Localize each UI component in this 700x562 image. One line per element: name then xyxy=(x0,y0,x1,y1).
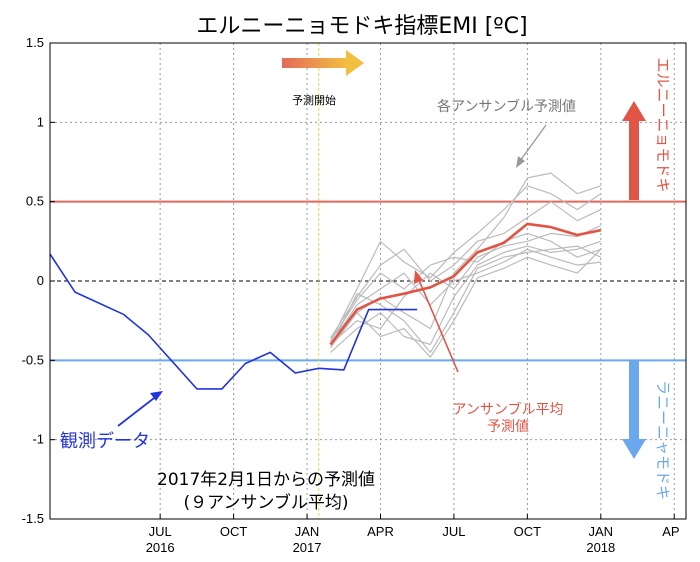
x-tick-label: JUL xyxy=(149,524,172,539)
ensemble-member-line xyxy=(330,240,601,353)
forecast-note-line1: 2017年2月1日からの予測値 xyxy=(157,470,375,490)
x-tick-year: 2017 xyxy=(293,540,322,555)
x-tick-year: 2018 xyxy=(586,540,615,555)
forecast-start-label: 予測開始 xyxy=(292,93,336,107)
ensemble-mean-line xyxy=(329,222,602,346)
ensemble-member-line xyxy=(329,201,602,339)
x-tick-label: JAN xyxy=(589,524,614,539)
y-tick-label: 0 xyxy=(37,273,44,288)
ensemble-mean-label-line1: アンサンブル平均 xyxy=(452,401,563,418)
la-nina-indicator: ラニーニャモドキ xyxy=(622,360,672,500)
y-tick-label: -1 xyxy=(32,432,44,447)
y-tick-label: 1.5 xyxy=(26,35,44,50)
y-tick-label: 1 xyxy=(37,114,44,129)
x-tick-label: JAN xyxy=(295,524,320,539)
ensemble-label-pointer xyxy=(516,124,547,168)
ensemble-mean-label-line2: 予測値 xyxy=(487,419,529,435)
x-tick-label: OCT xyxy=(514,524,542,539)
x-tick-label: JUL xyxy=(442,524,465,539)
ensemble-member-line xyxy=(330,224,602,345)
ensemble-mean-pointer xyxy=(414,270,459,373)
observed-pointer xyxy=(117,391,163,427)
x-tick-label: APR xyxy=(367,524,394,539)
la-nina-label: ラニーニャモドキ xyxy=(654,380,672,500)
x-tick-label: AP xyxy=(662,524,679,539)
ensemble-members-label: 各アンサンブル予測値 xyxy=(437,98,576,115)
observed-line xyxy=(49,253,418,390)
ensemble-member-line xyxy=(330,248,601,345)
forecast-arrow xyxy=(282,50,364,76)
y-tick-label: -0.5 xyxy=(22,352,44,367)
ensemble-member-line xyxy=(330,248,602,358)
y-tick-label: 0.5 xyxy=(26,194,44,209)
observed-label: 観測データ xyxy=(60,431,150,452)
el-nino-label: エルニーニョモドキ xyxy=(654,57,672,192)
y-axis-ticks: 1.5 1 0.5 0 -0.5 -1 -1.5 xyxy=(22,35,55,526)
x-tick-label: OCT xyxy=(220,524,248,539)
x-tick-year: 2016 xyxy=(146,540,175,555)
forecast-note-line2: (９アンサンブル平均) xyxy=(183,492,348,513)
threshold-lines xyxy=(50,200,686,362)
observed-series xyxy=(49,253,418,390)
chart-title: エルニーニョモドキ指標EMI [ºC] xyxy=(196,14,527,39)
ensemble-member-line xyxy=(329,185,602,342)
el-nino-indicator: エルニーニョモドキ xyxy=(622,57,672,200)
ensemble-member-line xyxy=(329,245,602,353)
y-tick-label: -1.5 xyxy=(22,511,44,526)
ensemble-mean xyxy=(329,222,602,346)
ensemble-member-line xyxy=(329,232,601,342)
